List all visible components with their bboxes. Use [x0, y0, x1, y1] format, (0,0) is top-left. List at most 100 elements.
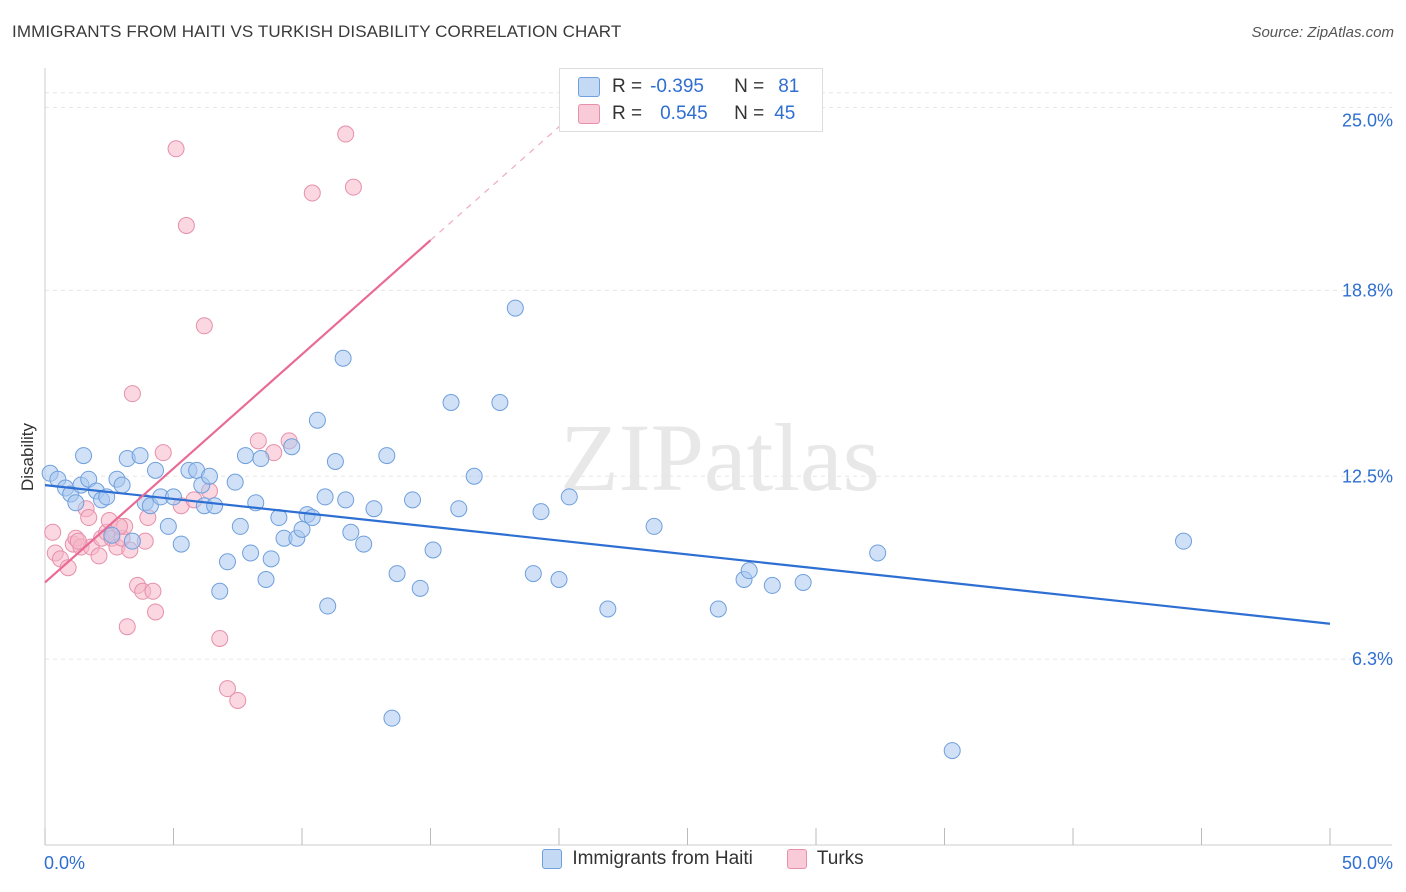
turks-point-40: [303, 184, 321, 202]
haiti-point-56: [378, 447, 396, 465]
haiti-point-35: [242, 544, 260, 562]
legend-label-haiti: Immigrants from Haiti: [572, 848, 753, 869]
haiti-point-72: [645, 517, 663, 535]
haiti-point-13: [113, 476, 131, 494]
turks-point-34: [211, 630, 229, 647]
haiti-point-57: [383, 709, 401, 727]
legend-label-turks: Turks: [816, 848, 864, 869]
turks-point-25: [144, 582, 162, 600]
haiti-point-63: [450, 500, 468, 518]
turks-point-30: [177, 217, 195, 234]
haiti-point-58: [388, 565, 406, 583]
haiti-point-33: [231, 517, 249, 535]
haiti-point-79: [943, 742, 961, 760]
haiti-point-61: [424, 541, 442, 559]
legend-swatch-haiti: [542, 849, 563, 869]
x-tick-label-max: 50.0%: [1342, 853, 1393, 873]
turks-point-42: [344, 178, 362, 196]
stats-n-label-haiti: N =: [734, 76, 765, 97]
haiti-point-42: [283, 438, 301, 456]
haiti-point-16: [131, 447, 149, 465]
haiti-point-22: [165, 488, 182, 506]
watermark: ZIPatlas: [560, 404, 880, 511]
turks-point-10: [90, 547, 108, 565]
turks-point-37: [249, 432, 267, 450]
turks-trendline: [44, 239, 432, 584]
turks-point-0: [44, 523, 62, 541]
stats-r-value-haiti: -0.395: [650, 76, 704, 97]
haiti-point-78: [869, 544, 887, 562]
stats-swatch-turks: [578, 104, 600, 124]
axes: [44, 68, 1392, 846]
haiti-point-66: [506, 299, 524, 317]
x-tick-label-min: 0.0%: [44, 853, 85, 873]
haiti-point-7: [80, 470, 98, 488]
haiti-point-64: [465, 467, 483, 485]
stats-swatch-haiti: [578, 77, 600, 97]
turks-point-41: [337, 125, 355, 143]
haiti-point-73: [709, 600, 727, 618]
haiti-point-4: [67, 494, 85, 512]
haiti-point-37: [252, 450, 270, 468]
chart-title: IMMIGRANTS FROM HAITI VS TURKISH DISABIL…: [12, 22, 622, 41]
y-tick-label-1: 12.5%: [1342, 466, 1393, 486]
haiti-point-54: [355, 535, 373, 553]
y-tick-label-0: 6.3%: [1352, 649, 1393, 669]
haiti-point-6: [75, 447, 93, 465]
haiti-point-31: [218, 553, 236, 571]
legend-item-haiti[interactable]: Immigrants from Haiti: [542, 848, 753, 870]
haiti-point-48: [316, 488, 334, 506]
source-label: Source: ZipAtlas.com: [1251, 24, 1394, 41]
haiti-point-71: [599, 600, 617, 618]
haiti-point-50: [326, 453, 344, 470]
haiti-point-39: [262, 550, 280, 568]
haiti-point-29: [206, 497, 224, 515]
legend-item-turks[interactable]: Turks: [786, 848, 864, 870]
legend-swatch-turks: [786, 849, 807, 869]
haiti-point-49: [319, 597, 337, 615]
haiti-trendline: [44, 484, 1331, 625]
turks-point-20: [123, 385, 141, 403]
turks-point-28: [167, 140, 185, 158]
legend: Immigrants from Haiti Turks: [0, 848, 1406, 870]
stats-n-label-turks: N =: [734, 103, 765, 124]
stats-n-value-haiti: 81: [778, 76, 800, 97]
haiti-point-32: [226, 473, 244, 491]
haiti-point-60: [411, 579, 429, 597]
haiti-point-34: [236, 447, 254, 465]
turks-point-18: [118, 618, 136, 636]
turks-point-26: [147, 603, 165, 621]
turks-point-35: [218, 680, 236, 698]
haiti-point-55: [365, 500, 383, 518]
haiti-point-28: [200, 467, 218, 485]
stats-row-turks: R = 0.545 N = 45: [578, 103, 795, 125]
turks-point-27: [154, 444, 172, 462]
gridlines: [45, 92, 1392, 660]
y-tick-label-3: 25.0%: [1342, 111, 1393, 131]
y-tick-label-2: 18.8%: [1342, 280, 1393, 300]
haiti-point-77: [794, 573, 812, 591]
stats-r-label-turks: R =: [612, 103, 643, 124]
haiti-point-23: [172, 535, 190, 553]
haiti-point-70: [560, 488, 578, 506]
stats-r-value-turks: 0.545: [660, 103, 708, 124]
stats-box: R = -0.395 N = 81 R = 0.545 N = 45: [559, 68, 823, 132]
haiti-point-52: [337, 491, 355, 509]
haiti-point-75: [740, 562, 758, 580]
trendlines: [44, 92, 1331, 625]
haiti-point-21: [159, 517, 177, 535]
haiti-point-53: [342, 523, 360, 541]
haiti-point-69: [550, 571, 568, 588]
haiti-point-19: [147, 461, 165, 479]
turks-point-43: [69, 532, 87, 550]
turks-point-36: [229, 691, 247, 709]
haiti-point-15: [123, 532, 141, 550]
stats-row-haiti: R = -0.395 N = 81: [578, 76, 799, 98]
haiti-point-30: [211, 582, 229, 600]
series-haiti: [41, 299, 1193, 760]
haiti-point-62: [442, 394, 460, 411]
haiti-point-47: [308, 411, 326, 429]
haiti-point-67: [532, 503, 550, 521]
stats-n-value-turks: 45: [774, 103, 796, 124]
